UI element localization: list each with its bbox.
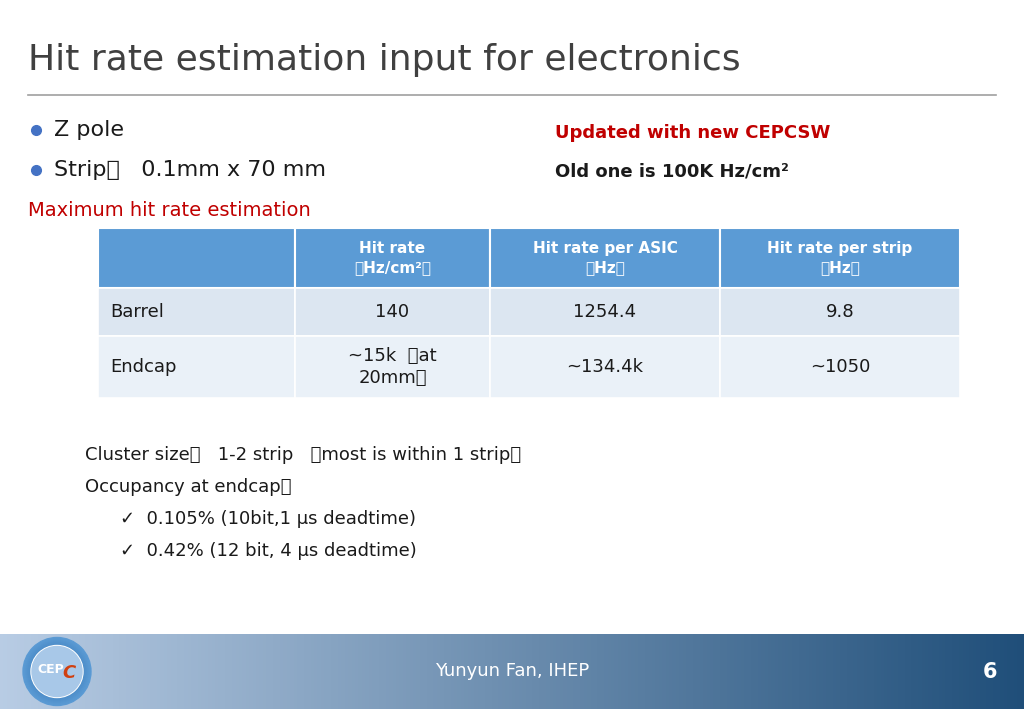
Bar xyxy=(295,228,490,288)
Text: 1254.4: 1254.4 xyxy=(573,303,637,321)
Circle shape xyxy=(43,657,71,686)
Text: Old one is 100K Hz/cm²: Old one is 100K Hz/cm² xyxy=(555,163,788,181)
Bar xyxy=(98,336,295,398)
Bar xyxy=(295,336,490,398)
Text: Cluster size：   1-2 strip   （most is within 1 strip）: Cluster size： 1-2 strip （most is within … xyxy=(85,446,521,464)
Circle shape xyxy=(45,659,69,683)
Text: Updated with new CEPCSW: Updated with new CEPCSW xyxy=(555,124,830,142)
Bar xyxy=(490,288,720,336)
Text: Maximum hit rate estimation: Maximum hit rate estimation xyxy=(28,201,310,220)
Text: Hit rate per strip
（Hz）: Hit rate per strip （Hz） xyxy=(767,241,912,275)
Circle shape xyxy=(46,661,68,683)
Circle shape xyxy=(39,654,75,689)
Circle shape xyxy=(44,659,70,684)
Text: Z pole: Z pole xyxy=(54,120,124,140)
Text: 9.8: 9.8 xyxy=(825,303,854,321)
Text: Hit rate
（Hz/cm²）: Hit rate （Hz/cm²） xyxy=(354,241,431,275)
Circle shape xyxy=(40,654,74,688)
Bar xyxy=(295,288,490,336)
Bar xyxy=(720,336,961,398)
Circle shape xyxy=(38,652,76,691)
Circle shape xyxy=(51,666,63,678)
Circle shape xyxy=(56,671,58,673)
Circle shape xyxy=(32,647,82,696)
Text: C: C xyxy=(62,664,76,681)
Text: ✓  0.42% (12 bit, 4 μs deadtime): ✓ 0.42% (12 bit, 4 μs deadtime) xyxy=(120,542,417,560)
Bar xyxy=(490,228,720,288)
Circle shape xyxy=(49,664,65,679)
Bar xyxy=(98,288,295,336)
Circle shape xyxy=(55,669,59,674)
Circle shape xyxy=(25,640,89,703)
Circle shape xyxy=(28,642,86,700)
Circle shape xyxy=(52,666,62,676)
Text: Hit rate estimation input for electronics: Hit rate estimation input for electronic… xyxy=(28,43,740,77)
Text: Endcap: Endcap xyxy=(110,358,176,376)
Circle shape xyxy=(27,642,87,701)
Circle shape xyxy=(36,650,78,693)
Circle shape xyxy=(32,647,82,696)
Text: ~134.4k: ~134.4k xyxy=(566,358,643,376)
Bar xyxy=(720,288,961,336)
Text: CEP: CEP xyxy=(38,663,65,676)
Text: Barrel: Barrel xyxy=(110,303,164,321)
Text: 6: 6 xyxy=(983,661,997,681)
Circle shape xyxy=(37,652,77,691)
Circle shape xyxy=(54,669,60,674)
Circle shape xyxy=(41,656,73,688)
Text: Yunyun Fan, IHEP: Yunyun Fan, IHEP xyxy=(435,662,589,681)
Circle shape xyxy=(53,667,61,676)
Text: ~15k  （at
20mm）: ~15k （at 20mm） xyxy=(348,347,437,387)
Bar xyxy=(490,336,720,398)
Text: Occupancy at endcap：: Occupancy at endcap： xyxy=(85,478,292,496)
Circle shape xyxy=(34,649,80,695)
Circle shape xyxy=(47,661,67,681)
Circle shape xyxy=(24,639,90,705)
Text: ~1050: ~1050 xyxy=(810,358,870,376)
Circle shape xyxy=(29,644,85,700)
Circle shape xyxy=(35,649,79,693)
Circle shape xyxy=(42,657,72,686)
Circle shape xyxy=(23,637,91,705)
Circle shape xyxy=(33,647,81,696)
Circle shape xyxy=(26,640,88,703)
Bar xyxy=(98,228,295,288)
Circle shape xyxy=(48,662,66,681)
Circle shape xyxy=(31,645,83,698)
Text: Hit rate per ASIC
（Hz）: Hit rate per ASIC （Hz） xyxy=(532,241,678,275)
Circle shape xyxy=(50,664,63,679)
Text: ✓  0.105% (10bit,1 μs deadtime): ✓ 0.105% (10bit,1 μs deadtime) xyxy=(120,510,416,528)
Circle shape xyxy=(31,645,83,698)
Text: 140: 140 xyxy=(376,303,410,321)
Circle shape xyxy=(30,644,84,698)
Text: Strip：   0.1mm x 70 mm: Strip： 0.1mm x 70 mm xyxy=(54,160,326,180)
Bar xyxy=(720,228,961,288)
